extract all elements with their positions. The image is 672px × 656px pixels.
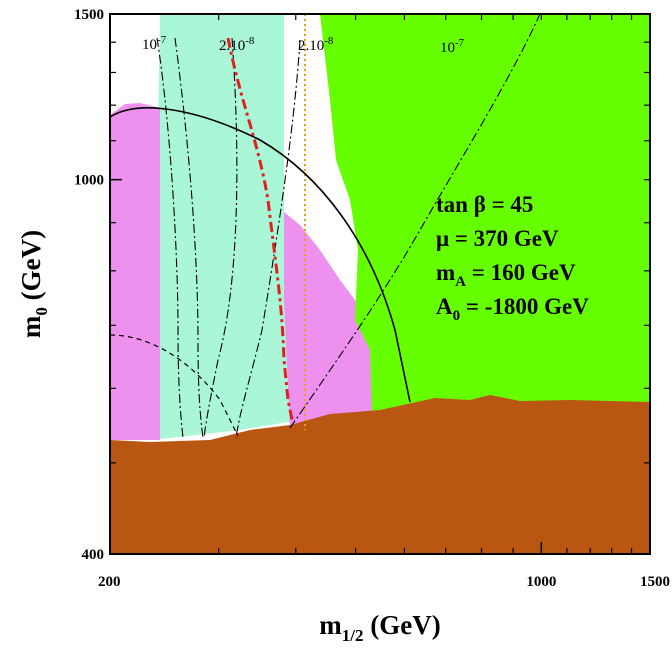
annotation-tanb: tan β = 45 [436,192,533,217]
axis-ticks: 200 1000 1500 400 1000 1500 [74,7,670,590]
y-tick-label: 1500 [74,7,104,23]
wmap-region [150,14,300,440]
contour-label-2: 2.10-8 [219,35,255,54]
contour-label-1: 10-7 [142,34,167,53]
bsg-region [320,14,650,412]
x-tick-label: 1500 [640,574,670,590]
contour-label-4: 10-7 [440,37,465,56]
contour-1e7-left-b [174,37,204,439]
y-axis-title: m0 (GeV) [16,230,51,338]
y-tick-label: 400 [82,547,105,563]
contour-1e7-left-a [156,37,184,439]
annotation-A0: A0 = -1800 GeV [436,294,589,324]
y-tick-label: 1000 [74,173,104,189]
contour-2e8-left [203,37,238,439]
contour-dashed-left [110,334,239,437]
x-tick-label: 200 [98,574,121,590]
cdms-line [226,37,294,421]
x-tick-label: 1000 [526,574,556,590]
plot-frame [109,13,651,555]
x-axis-title: m1/2 (GeV) [319,610,440,645]
annotation-mu: μ = 370 GeV [436,226,559,251]
higgs-line [110,107,411,403]
g2-region [110,103,372,440]
contour-1e7-right [289,14,541,429]
annotation-mA: mA = 160 GeV [436,260,576,290]
contour-2e8-right [235,39,301,439]
contour-label-3: 2.10-8 [298,35,334,54]
charged-lsp-region [110,395,650,554]
